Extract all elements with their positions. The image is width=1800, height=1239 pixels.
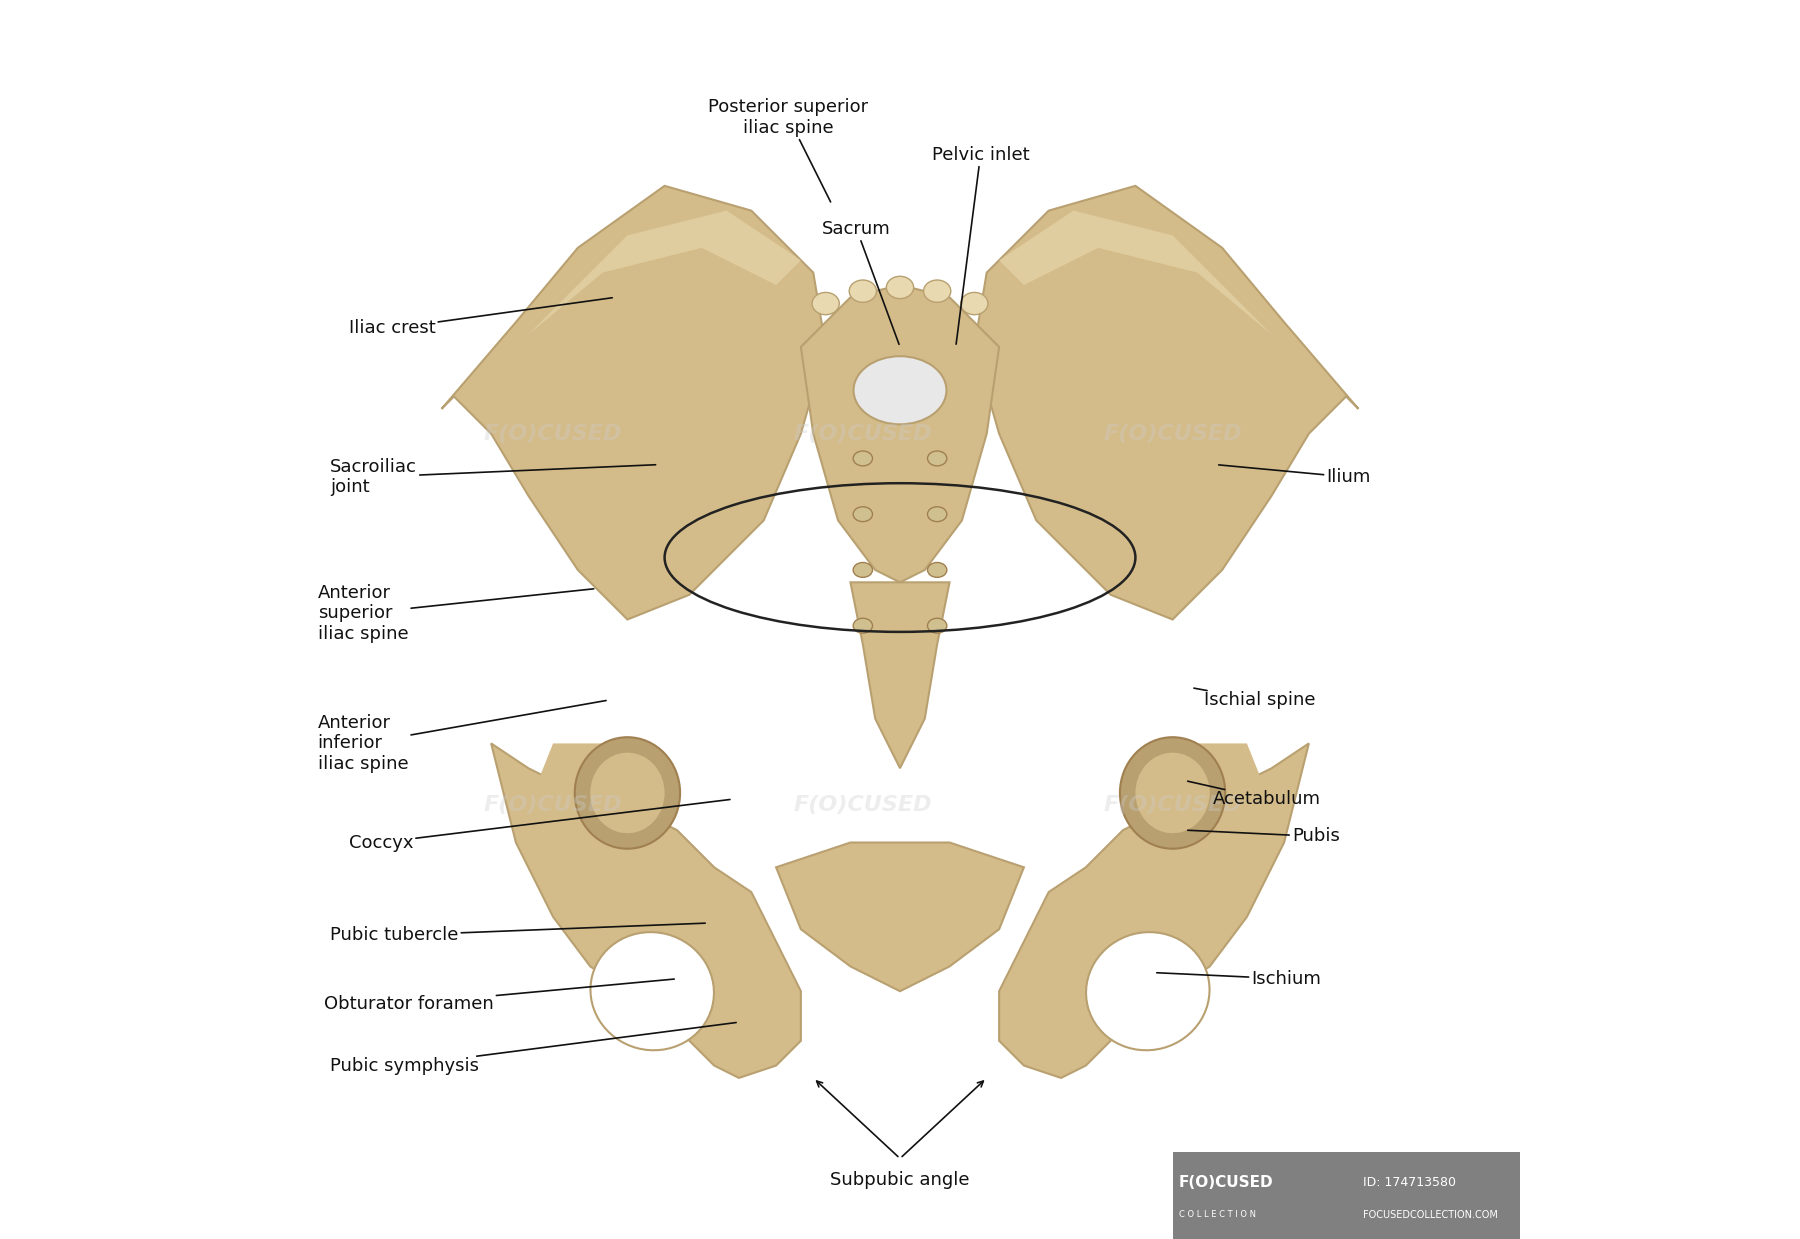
Polygon shape — [491, 743, 801, 1078]
Text: Ilium: Ilium — [1219, 465, 1372, 486]
Polygon shape — [999, 743, 1309, 1078]
Ellipse shape — [574, 737, 680, 849]
Text: Pelvic inlet: Pelvic inlet — [932, 146, 1030, 344]
Polygon shape — [974, 186, 1359, 620]
Text: F(O)CUSED: F(O)CUSED — [1179, 1175, 1273, 1191]
Text: Pubic tubercle: Pubic tubercle — [329, 923, 706, 944]
Text: Posterior superior
iliac spine: Posterior superior iliac spine — [709, 98, 869, 202]
Polygon shape — [801, 285, 999, 582]
Ellipse shape — [1120, 737, 1226, 849]
Polygon shape — [529, 211, 801, 335]
Ellipse shape — [590, 753, 664, 834]
Ellipse shape — [1136, 753, 1210, 834]
Ellipse shape — [927, 507, 947, 522]
Ellipse shape — [853, 563, 873, 577]
Text: Iliac crest: Iliac crest — [349, 297, 612, 337]
Polygon shape — [999, 211, 1273, 335]
Ellipse shape — [923, 280, 950, 302]
Polygon shape — [850, 582, 950, 768]
Polygon shape — [776, 843, 1024, 991]
Text: C O L L E C T I O N: C O L L E C T I O N — [1179, 1211, 1256, 1219]
Text: Anterior
inferior
iliac spine: Anterior inferior iliac spine — [317, 700, 607, 773]
Text: Acetabulum: Acetabulum — [1188, 781, 1321, 808]
Ellipse shape — [927, 618, 947, 633]
Ellipse shape — [927, 451, 947, 466]
Ellipse shape — [590, 932, 715, 1051]
Text: F(O)CUSED: F(O)CUSED — [1103, 795, 1242, 815]
Text: Sacrum: Sacrum — [823, 221, 898, 344]
Ellipse shape — [853, 618, 873, 633]
Ellipse shape — [853, 507, 873, 522]
Ellipse shape — [853, 451, 873, 466]
Text: Pubis: Pubis — [1188, 828, 1339, 845]
Polygon shape — [441, 186, 826, 620]
Text: ID: 174713580: ID: 174713580 — [1363, 1176, 1456, 1189]
Text: F(O)CUSED: F(O)CUSED — [1103, 424, 1242, 444]
Text: Ischial spine: Ischial spine — [1193, 688, 1316, 709]
Ellipse shape — [853, 357, 947, 425]
Text: F(O)CUSED: F(O)CUSED — [794, 795, 932, 815]
Text: Subpubic angle: Subpubic angle — [830, 1171, 970, 1188]
Ellipse shape — [961, 292, 988, 315]
Text: F(O)CUSED: F(O)CUSED — [794, 424, 932, 444]
Ellipse shape — [1085, 932, 1210, 1051]
Text: FOCUSEDCOLLECTION.COM: FOCUSEDCOLLECTION.COM — [1363, 1209, 1498, 1219]
Ellipse shape — [850, 280, 877, 302]
Text: Obturator foramen: Obturator foramen — [324, 979, 675, 1012]
Text: Anterior
superior
iliac spine: Anterior superior iliac spine — [317, 584, 594, 643]
FancyBboxPatch shape — [1172, 1152, 1519, 1239]
Polygon shape — [1172, 743, 1273, 830]
Text: Ischium: Ischium — [1157, 970, 1321, 987]
Ellipse shape — [886, 276, 914, 299]
Ellipse shape — [927, 563, 947, 577]
Text: Sacroiliac
joint: Sacroiliac joint — [329, 457, 655, 497]
Text: Pubic symphysis: Pubic symphysis — [329, 1022, 736, 1074]
Ellipse shape — [812, 292, 839, 315]
Polygon shape — [529, 743, 628, 830]
Text: Coccyx: Coccyx — [349, 799, 731, 851]
Text: F(O)CUSED: F(O)CUSED — [484, 424, 623, 444]
Text: F(O)CUSED: F(O)CUSED — [484, 795, 623, 815]
